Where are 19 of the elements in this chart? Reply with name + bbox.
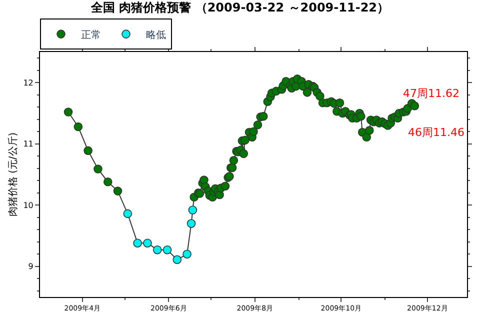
- point: [123, 209, 132, 218]
- annotation: 47周11.62: [403, 87, 460, 100]
- chart-title: 全国 肉猪价格预警 （2009-03-22 ～2009-11-22）: [90, 0, 390, 15]
- y-tick-label: 9: [28, 262, 34, 272]
- y-tick-label: 10: [23, 200, 34, 210]
- point: [152, 245, 162, 254]
- point: [186, 219, 196, 228]
- point: [182, 250, 192, 259]
- point: [143, 238, 152, 248]
- annotation: 46周11.46: [408, 126, 464, 139]
- y-tick-label: 11: [23, 140, 34, 149]
- legend-label: 正常: [81, 28, 101, 41]
- legend-label: 略低: [146, 30, 166, 41]
- point: [162, 245, 172, 254]
- y-axis-title: 肉猪价格 (元/公斤): [7, 132, 20, 217]
- point: [133, 238, 142, 248]
- y-tick-label: 12: [23, 78, 34, 88]
- point: [188, 206, 198, 214]
- point: [172, 255, 182, 264]
